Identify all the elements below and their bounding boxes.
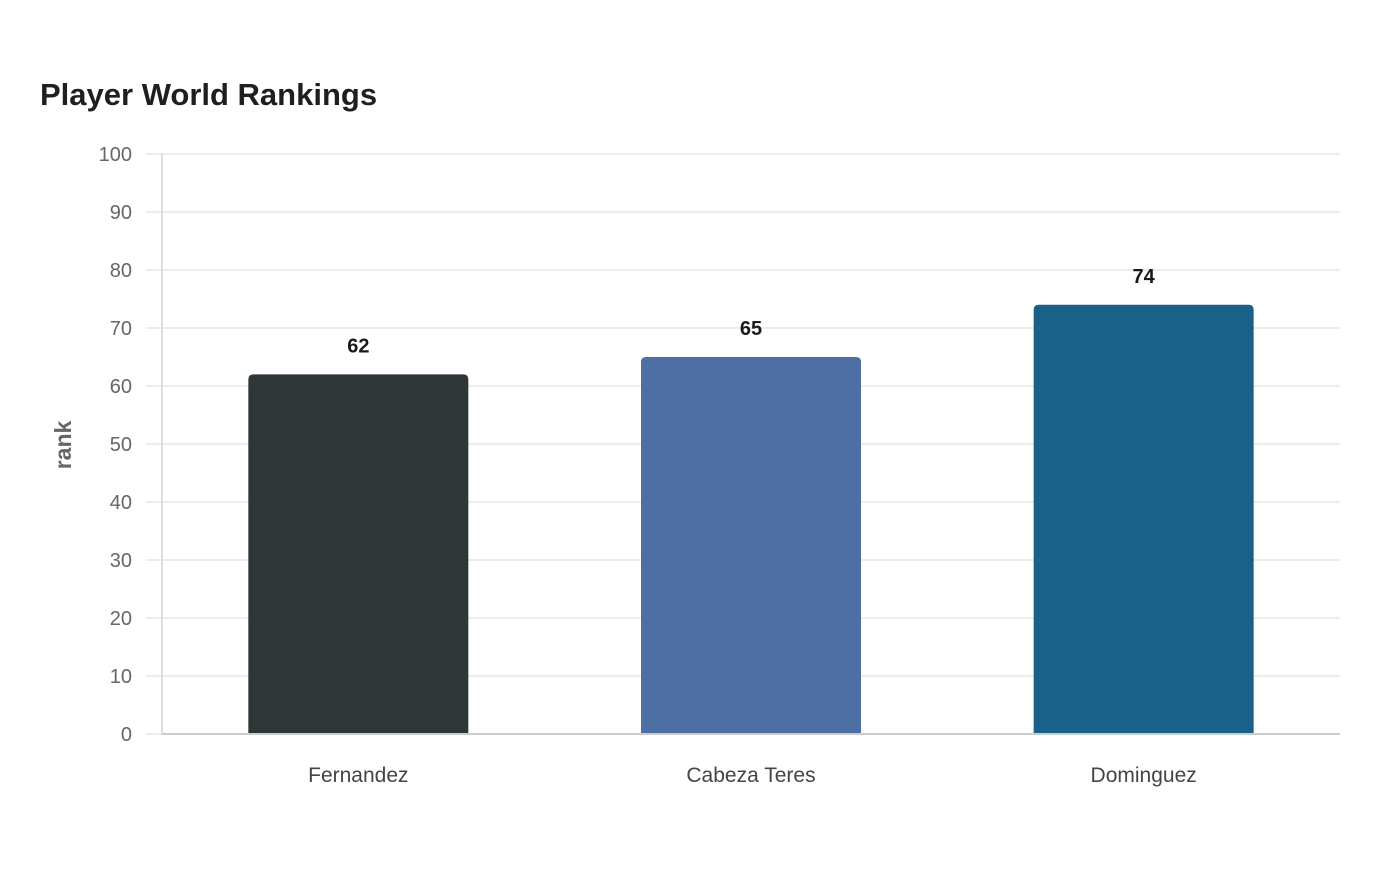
y-axis-ticks: 0 10 20 30 40 50 60 70 80 90 100 (99, 144, 132, 746)
bar-cabeza-teres[interactable] (641, 357, 861, 734)
y-axis-title: rank (50, 421, 76, 470)
chart-title: Player World Rankings (40, 77, 378, 112)
x-category-label: Cabeza Teres (686, 764, 815, 787)
y-tick-label: 10 (110, 666, 132, 688)
y-tick-label: 40 (110, 492, 132, 514)
y-tick-label: 50 (110, 434, 132, 456)
y-tick-label: 80 (110, 260, 132, 282)
bar-fernandez[interactable] (248, 374, 469, 734)
axes (161, 154, 1340, 735)
bars (248, 304, 1254, 734)
bar-value-label: 62 (347, 335, 369, 357)
y-tick-label: 100 (99, 144, 132, 166)
labels: 62 Fernandez 65 Cabeza Teres 74 Dominguez (308, 266, 1197, 787)
y-tick-label: 70 (110, 318, 132, 340)
bar-dominguez[interactable] (1033, 304, 1254, 734)
x-category-label: Fernandez (308, 764, 408, 787)
y-tick-label: 90 (110, 202, 132, 224)
x-category-label: Dominguez (1091, 764, 1197, 787)
bar-value-label: 65 (740, 318, 762, 340)
bar-value-label: 74 (1133, 266, 1156, 288)
y-tick-label: 30 (110, 550, 132, 572)
y-tick-label: 60 (110, 376, 132, 398)
y-tick-label: 0 (121, 724, 132, 746)
y-tick-label: 20 (110, 608, 132, 630)
